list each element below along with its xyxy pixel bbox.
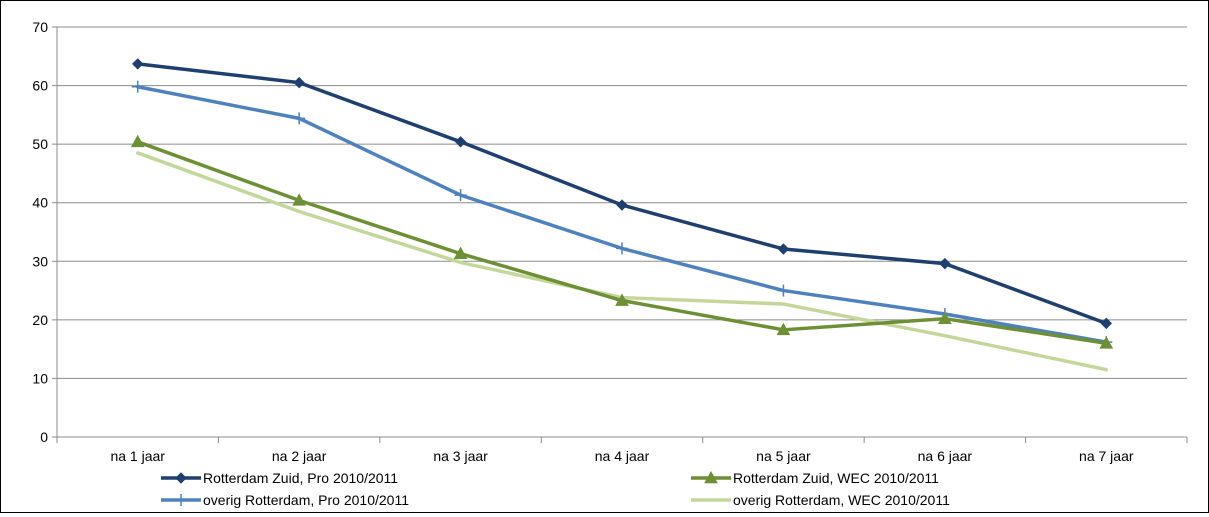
series-3-point — [131, 80, 144, 93]
axes: 0 10 20 30 40 50 60 70 na 1 jaar na 2 jaar na 3 ja… — [32, 19, 1188, 464]
legend-label: Rotterdam Zuid, WEC 2010/2011 — [733, 470, 939, 486]
series-1-point — [1100, 317, 1112, 330]
x-tick-label: na 4 jaar — [595, 448, 650, 464]
x-tick-label: na 1 jaar — [110, 448, 165, 464]
legend-item: Rotterdam Zuid, Pro 2010/2011 — [161, 470, 398, 486]
x-tick-label: na 5 jaar — [756, 448, 811, 464]
y-tick-label: 20 — [32, 312, 48, 328]
series-2-point — [292, 193, 306, 206]
legend-label: overig Rotterdam, WEC 2010/2011 — [733, 492, 950, 508]
x-tick-label: na 3 jaar — [433, 448, 488, 464]
x-tick-label: na 7 jaar — [1079, 448, 1134, 464]
y-tick-label: 60 — [32, 78, 48, 94]
gridlines — [57, 26, 1187, 379]
legend-label: Rotterdam Zuid, Pro 2010/2011 — [203, 470, 398, 486]
series-3-point — [454, 189, 467, 202]
series-3-point — [293, 112, 306, 125]
series-2-point — [938, 311, 952, 324]
y-tick-label: 30 — [32, 253, 48, 269]
series-3-point — [777, 284, 790, 297]
series-2-point — [130, 134, 145, 148]
legend-item: overig Rotterdam, Pro 2010/2011 — [161, 492, 409, 508]
legend-marker — [704, 470, 718, 484]
y-tick-label: 50 — [32, 136, 48, 152]
series-1-point — [616, 199, 628, 211]
legend-label: overig Rotterdam, Pro 2010/2011 — [203, 492, 409, 508]
series-2-point — [615, 293, 629, 306]
legend-marker — [175, 494, 187, 506]
legend-item: Rotterdam Zuid, WEC 2010/2011 — [691, 470, 939, 486]
legend-marker — [175, 472, 187, 484]
legend: Rotterdam Zuid, Pro 2010/2011 Rotterdam Z… — [161, 470, 950, 508]
series-1-point — [132, 58, 144, 70]
series-1-point — [777, 243, 790, 255]
y-tick-label: 0 — [40, 429, 48, 445]
series-1-point — [454, 136, 467, 148]
x-tick-label: na 6 jaar — [918, 448, 973, 464]
y-tick-label: 40 — [32, 195, 48, 211]
x-tick-label: na 2 jaar — [272, 448, 327, 464]
series-3-point — [616, 242, 628, 255]
series-2-point — [776, 322, 791, 336]
series-1-point — [293, 76, 305, 89]
legend-item: overig Rotterdam, WEC 2010/2011 — [691, 492, 950, 508]
series-lines — [130, 58, 1114, 372]
series-1-point — [939, 257, 951, 270]
y-tick-label: 70 — [32, 19, 48, 35]
series-2-point — [453, 246, 468, 259]
series-2-point — [1099, 336, 1114, 349]
y-tick-label: 10 — [32, 370, 48, 386]
